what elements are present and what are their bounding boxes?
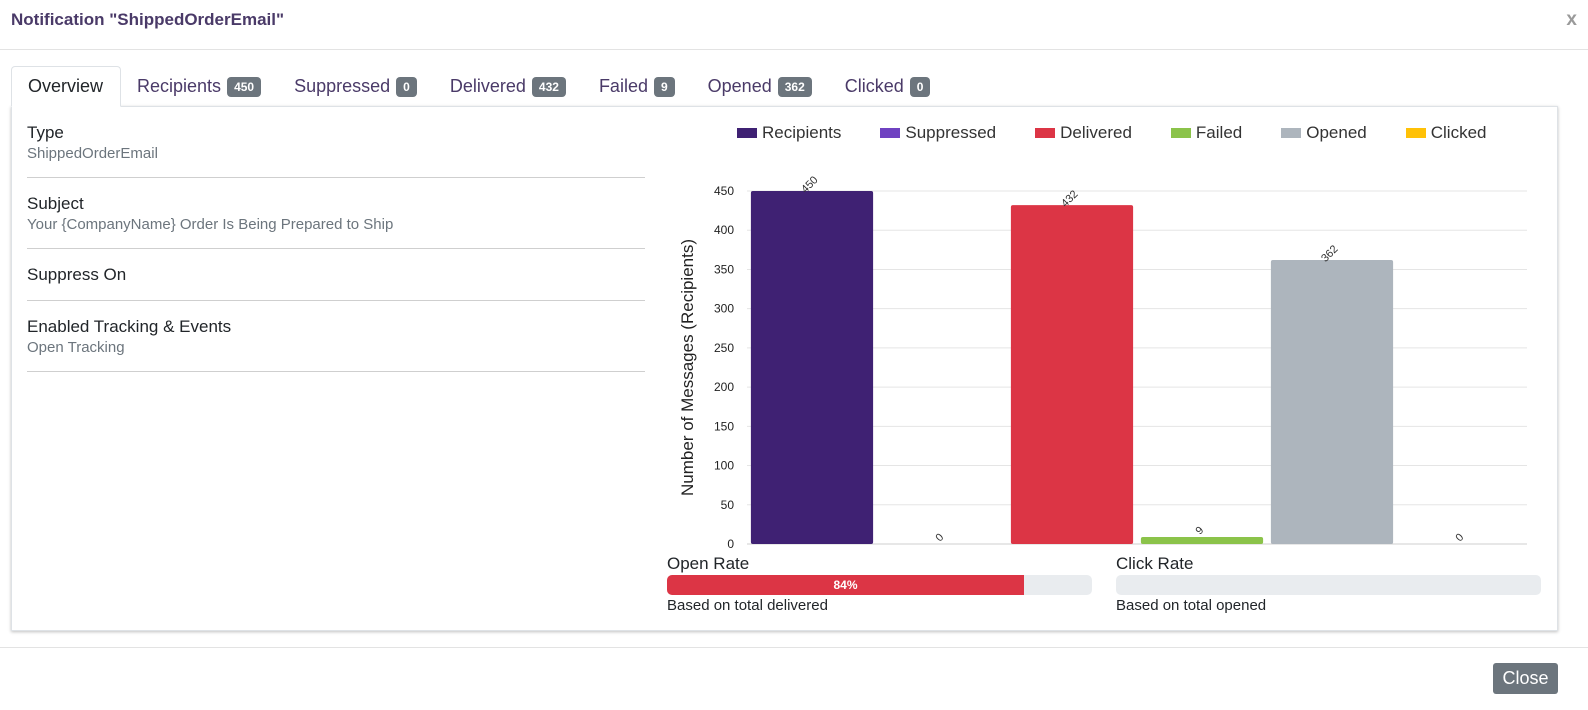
y-tick-label: 150 <box>714 419 734 433</box>
legend-label: Clicked <box>1430 123 1487 142</box>
y-tick-label: 400 <box>714 223 734 237</box>
tab-label: Clicked <box>844 76 904 96</box>
bar-opened <box>1270 260 1394 544</box>
field-type: Type ShippedOrderEmail <box>27 107 645 178</box>
count-badge: 0 <box>396 76 417 97</box>
click-rate-track <box>1116 575 1541 595</box>
field-subject: Subject Your {CompanyName} Order Is Bein… <box>27 178 645 249</box>
bar-delivered <box>1010 205 1134 544</box>
tab-opened[interactable]: Opened 362 <box>692 66 829 107</box>
count-badge: 450 <box>227 76 262 97</box>
legend-label: Recipients <box>762 123 842 142</box>
click-rate-note: Based on total opened <box>1116 597 1267 614</box>
field-label: Type <box>27 123 64 142</box>
modal-footer-divider <box>0 647 1588 648</box>
click-rate-label: Click Rate <box>1116 554 1194 573</box>
bar-failed <box>1140 536 1264 544</box>
y-tick-label: 450 <box>714 184 734 198</box>
tab-overview[interactable]: Overview <box>11 66 122 107</box>
legend-swatch <box>1035 128 1056 138</box>
field-label: Subject <box>27 194 84 213</box>
tab-bar: Overview Recipients 450 Suppressed 0 Del… <box>11 66 947 107</box>
tab-label: Opened <box>707 76 772 96</box>
y-tick-label: 100 <box>714 459 734 473</box>
legend-item-suppressed[interactable]: Suppressed <box>880 123 996 143</box>
field-value: Open Tracking <box>27 339 125 356</box>
legend-swatch <box>880 128 901 138</box>
notification-details: Type ShippedOrderEmail Subject Your {Com… <box>27 107 645 372</box>
legend-item-opened[interactable]: Opened <box>1281 123 1367 143</box>
data-label-suppressed: 0 <box>933 531 946 544</box>
tab-label: Delivered <box>449 76 526 96</box>
y-tick-label: 300 <box>714 302 734 316</box>
y-axis-label: Number of Messages (Recipients) <box>678 239 697 496</box>
legend-swatch <box>1170 128 1191 138</box>
modal-title: Notification "ShippedOrderEmail" <box>11 10 285 29</box>
open-rate-bar: 84% <box>667 575 1024 595</box>
tab-label: Overview <box>28 76 104 96</box>
legend-item-recipients[interactable]: Recipients <box>737 123 841 143</box>
tab-suppressed[interactable]: Suppressed 0 <box>278 66 434 107</box>
tab-recipients[interactable]: Recipients 450 <box>121 66 278 107</box>
field-suppress-on: Suppress On <box>27 249 645 301</box>
count-badge: 0 <box>909 76 931 97</box>
data-label-failed: 9 <box>1193 524 1206 537</box>
field-value: Your {CompanyName} Order Is Being Prepar… <box>27 216 394 233</box>
close-icon[interactable]: x <box>1566 9 1577 30</box>
data-label-clicked: 0 <box>1453 531 1466 544</box>
tab-label: Recipients <box>137 76 222 96</box>
legend-label: Opened <box>1306 123 1367 142</box>
legend-item-delivered[interactable]: Delivered <box>1035 123 1132 143</box>
tab-clicked[interactable]: Clicked 0 <box>829 66 948 107</box>
y-tick-label: 200 <box>714 380 734 394</box>
field-label: Enabled Tracking & Events <box>27 317 232 336</box>
open-rate: Open Rate 84% Based on total delivered <box>667 553 1092 615</box>
tab-label: Failed <box>598 76 648 96</box>
legend-swatch <box>737 128 757 138</box>
field-value: ShippedOrderEmail <box>27 145 158 162</box>
y-tick-label: 250 <box>714 341 734 355</box>
tab-delivered[interactable]: Delivered 432 <box>434 66 583 107</box>
modal-header: Notification "ShippedOrderEmail" x <box>0 0 1588 50</box>
chart-legend: Recipients Suppressed Delivered Failed Opene… <box>737 123 1525 143</box>
legend-label: Failed <box>1195 123 1243 142</box>
open-rate-note: Based on total delivered <box>667 597 828 614</box>
click-rate: Click Rate Based on total opened <box>1116 553 1541 615</box>
bar-chart: 0 50 100 150 200 250 300 350 400 450 Number of Mes… <box>678 174 1527 551</box>
bar-recipients <box>750 191 874 544</box>
field-tracking: Enabled Tracking & Events Open Tracking <box>27 301 645 372</box>
legend-item-failed[interactable]: Failed <box>1170 123 1243 143</box>
overview-panel: Type ShippedOrderEmail Subject Your {Com… <box>11 106 1558 631</box>
count-badge: 9 <box>653 76 675 97</box>
legend-item-clicked[interactable]: Clicked <box>1405 123 1487 143</box>
legend-swatch <box>1281 128 1302 138</box>
legend-swatch <box>1405 128 1426 138</box>
y-tick-label: 0 <box>727 537 734 551</box>
y-tick-label: 350 <box>714 262 734 276</box>
tab-label: Suppressed <box>294 76 391 96</box>
field-label: Suppress On <box>27 265 127 284</box>
count-badge: 362 <box>777 76 812 97</box>
close-button[interactable]: Close <box>1493 663 1558 694</box>
legend-label: Suppressed <box>905 123 997 142</box>
open-rate-label: Open Rate <box>667 554 750 573</box>
y-tick-label: 50 <box>721 498 735 512</box>
legend-label: Delivered <box>1060 123 1132 142</box>
open-rate-track: 84% <box>667 575 1092 595</box>
tab-failed[interactable]: Failed 9 <box>583 66 692 107</box>
count-badge: 432 <box>531 76 566 97</box>
